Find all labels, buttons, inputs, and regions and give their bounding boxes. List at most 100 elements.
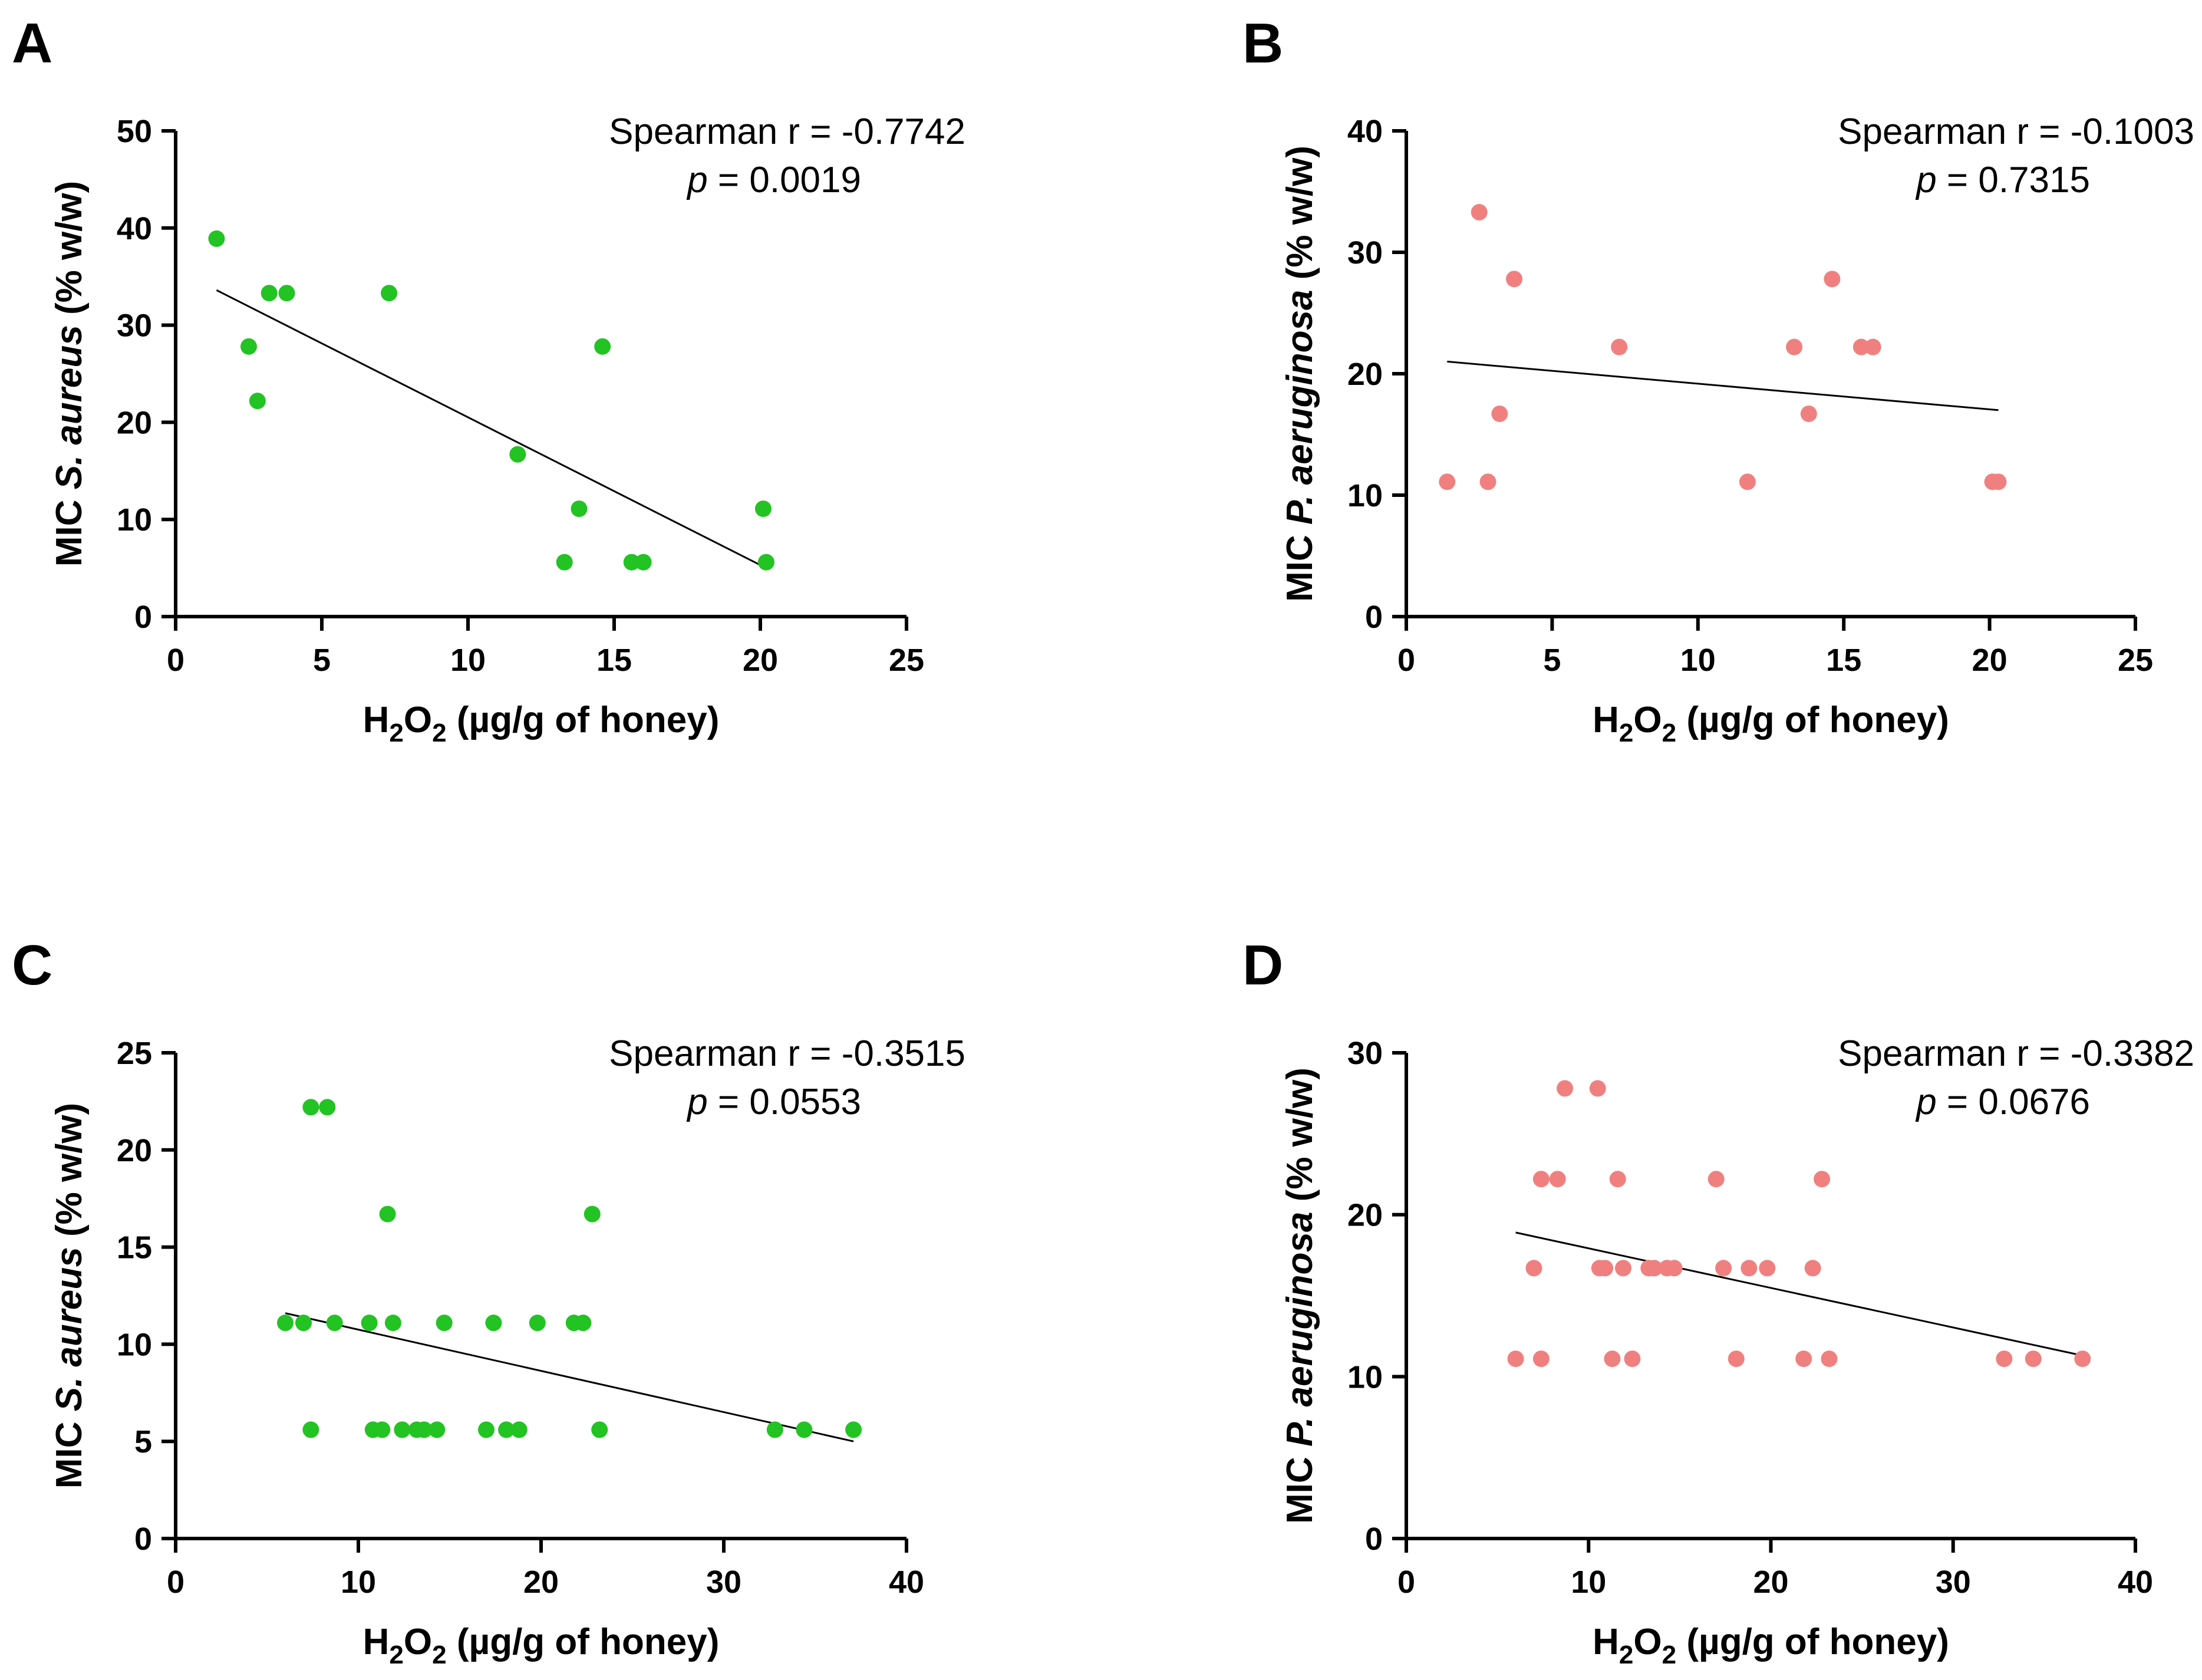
x-tick-label: 0 bbox=[167, 643, 184, 678]
y-axis-title-organism: P. aeruginosa bbox=[1280, 290, 1320, 525]
x-axis-title-o: O bbox=[1633, 700, 1662, 740]
x-tick-label: 0 bbox=[167, 1564, 184, 1600]
regression-line bbox=[1447, 360, 1999, 411]
y-tick-label: 25 bbox=[117, 1036, 152, 1071]
data-point bbox=[379, 1205, 396, 1223]
x-axis-title-o: O bbox=[404, 1622, 432, 1662]
data-point bbox=[1800, 405, 1817, 422]
data-point bbox=[326, 1315, 343, 1332]
data-point bbox=[1532, 1171, 1550, 1188]
data-point bbox=[1786, 338, 1803, 355]
p-symbol: p bbox=[686, 1082, 707, 1122]
y-tick-label: 0 bbox=[1365, 1521, 1383, 1557]
x-tick-label: 20 bbox=[1753, 1564, 1788, 1600]
y-tick-label: 20 bbox=[117, 1133, 152, 1168]
spearman-r-label: Spearman r = -0.1003 bbox=[1838, 111, 2194, 152]
x-tick-label: 15 bbox=[1826, 643, 1861, 678]
data-point bbox=[261, 285, 278, 302]
data-point bbox=[571, 500, 588, 518]
x-tick-label: 30 bbox=[706, 1564, 741, 1600]
p-symbol: p bbox=[686, 160, 707, 200]
data-point bbox=[1814, 1171, 1831, 1188]
y-axis-title: MIC P. aeruginosa (% w/w) bbox=[1280, 146, 1320, 602]
data-point bbox=[1996, 1350, 2013, 1368]
data-point bbox=[1852, 338, 1870, 355]
y-axis-title-unit: (% w/w) bbox=[49, 1103, 90, 1247]
data-point bbox=[1491, 405, 1508, 422]
spearman-r-label: Spearman r = -0.3515 bbox=[609, 1033, 965, 1074]
data-point bbox=[428, 1421, 446, 1438]
x-tick-label: 25 bbox=[2118, 643, 2153, 678]
data-point bbox=[1821, 1350, 1838, 1368]
regression-line bbox=[285, 1312, 854, 1442]
x-axis-title-unit: (µg/g of honey) bbox=[447, 700, 720, 740]
x-tick-label: 40 bbox=[2118, 1564, 2153, 1600]
regression-line bbox=[1515, 1231, 2083, 1357]
data-point bbox=[384, 1315, 401, 1332]
y-tick-label: 30 bbox=[117, 308, 152, 344]
p-value: = 0.0676 bbox=[1937, 1082, 2090, 1122]
data-point bbox=[510, 1421, 528, 1438]
data-point bbox=[1439, 473, 1456, 490]
data-point bbox=[249, 393, 266, 410]
y-axis-title-organism: S. aureus bbox=[49, 325, 90, 489]
data-point bbox=[1990, 473, 2007, 490]
data-point bbox=[1471, 204, 1488, 221]
spearman-r-label: Spearman r = -0.3382 bbox=[1838, 1033, 2194, 1074]
y-tick-label: 10 bbox=[117, 502, 152, 538]
data-point bbox=[374, 1421, 391, 1438]
data-point bbox=[766, 1421, 783, 1438]
data-point bbox=[1707, 1171, 1725, 1188]
data-point bbox=[1549, 1171, 1566, 1188]
data-point bbox=[208, 230, 225, 247]
x-axis-title-o: O bbox=[1633, 1622, 1662, 1662]
y-tick-label: 20 bbox=[1347, 357, 1383, 392]
data-point bbox=[1507, 1350, 1524, 1368]
y-tick-label: 15 bbox=[117, 1230, 152, 1266]
y-axis-title-unit: (% w/w) bbox=[1280, 146, 1320, 290]
x-axis-title-unit: (µg/g of honey) bbox=[447, 1622, 720, 1662]
x-tick-label: 30 bbox=[1936, 1564, 1971, 1600]
y-tick-label: 5 bbox=[134, 1424, 152, 1460]
data-point bbox=[509, 446, 526, 463]
data-point bbox=[416, 1421, 433, 1438]
x-tick-label: 10 bbox=[1680, 643, 1716, 678]
data-point bbox=[1715, 1260, 1732, 1277]
p-value-label: p = 0.0553 bbox=[686, 1082, 861, 1122]
data-point bbox=[278, 285, 295, 302]
panel-letter-a: A bbox=[12, 12, 52, 75]
data-point bbox=[757, 554, 774, 571]
data-point bbox=[623, 554, 640, 571]
x-axis-title: H2O2 (µg/g of honey) bbox=[1593, 1622, 1949, 1669]
data-point bbox=[1759, 1260, 1776, 1277]
data-point bbox=[1666, 1260, 1683, 1277]
p-value: = 0.0019 bbox=[708, 160, 861, 200]
y-tick-label: 20 bbox=[1347, 1198, 1383, 1233]
data-point bbox=[1795, 1350, 1812, 1368]
data-point bbox=[796, 1421, 813, 1438]
data-point bbox=[394, 1421, 411, 1438]
data-point bbox=[485, 1315, 502, 1332]
data-point bbox=[591, 1421, 608, 1438]
data-point bbox=[1604, 1350, 1621, 1368]
panel-letter-d: D bbox=[1242, 934, 1283, 997]
y-tick-label: 30 bbox=[1347, 235, 1383, 271]
x-tick-label: 5 bbox=[1543, 643, 1561, 678]
x-axis-title-sub: 2 bbox=[389, 1641, 403, 1669]
x-tick-label: 20 bbox=[743, 643, 778, 678]
p-value-label: p = 0.0019 bbox=[686, 160, 861, 200]
x-tick-label: 40 bbox=[889, 1564, 924, 1600]
x-axis-title-sub: 2 bbox=[1662, 719, 1676, 747]
y-tick-label: 50 bbox=[117, 114, 152, 149]
panel-letter-c: C bbox=[12, 934, 52, 997]
y-axis-title-prefix: MIC bbox=[1280, 1447, 1320, 1524]
x-axis-title-h: H bbox=[1593, 700, 1619, 740]
y-tick-label: 10 bbox=[117, 1327, 152, 1362]
data-point bbox=[1479, 473, 1496, 490]
x-axis-title-sub: 2 bbox=[1662, 1641, 1676, 1669]
panel-letter-b: B bbox=[1242, 12, 1283, 75]
x-tick-label: 10 bbox=[341, 1564, 376, 1600]
x-axis-title-sub: 2 bbox=[389, 719, 403, 747]
